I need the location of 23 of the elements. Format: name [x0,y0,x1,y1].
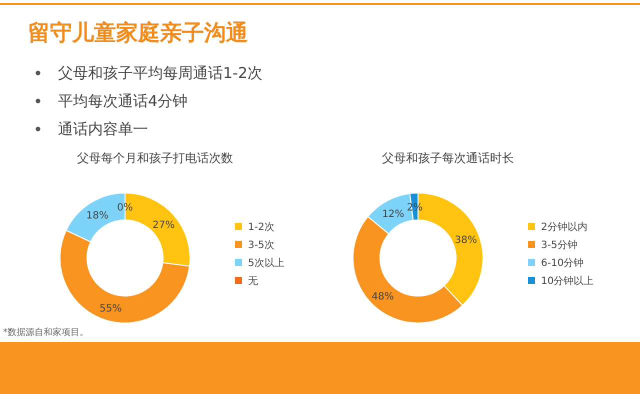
data-label: 2% [406,202,423,214]
legend-label: 6-10分钟 [541,257,584,269]
data-label: 27% [152,220,175,231]
chart-title: 父母和孩子每次通话时长 [382,151,514,165]
text: 留守儿童家庭亲子沟通 [28,20,248,46]
text: 父母和孩子平均每周通话1-2次 [58,64,262,82]
legend-label: 无 [248,276,258,287]
text: 0% [117,202,133,214]
legend-label: 1-2次 [248,222,274,233]
data-label: 18% [86,210,109,222]
data-label: 48% [372,292,394,303]
legend-label: 2分钟以内 [541,221,588,233]
legend-label: 3-5分钟 [541,239,578,251]
legend-label: 3-5次 [248,240,274,251]
text: 平均每次通话4分钟 [58,92,188,110]
text: *数据源自和家项目。 [3,327,88,338]
chart-title: 父母每个月和孩子打电话次数 [77,151,233,165]
text: 通话内容单一 [58,120,148,138]
data-label: 12% [382,208,404,220]
data-label: 55% [100,303,122,314]
legend-label: 10分钟以上 [541,275,594,287]
data-label: 38% [454,235,477,246]
legend-label: 5次以上 [248,257,284,269]
